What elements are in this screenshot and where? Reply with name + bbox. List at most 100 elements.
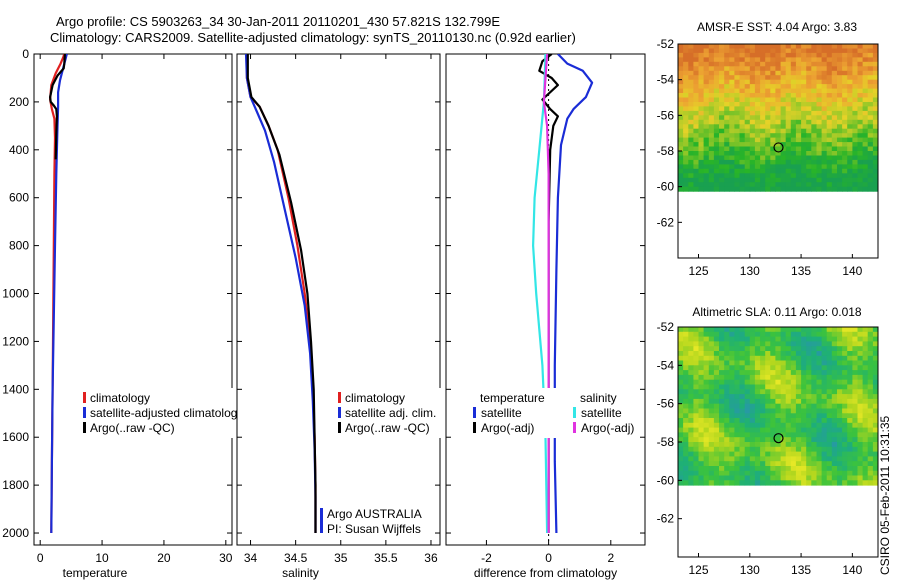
map-cell [811, 408, 817, 414]
map-cell [847, 70, 853, 76]
map-cell [678, 66, 684, 72]
map-cell [775, 475, 781, 481]
map-cell [744, 379, 751, 385]
map-cell [708, 137, 715, 143]
map-cell [708, 341, 715, 347]
map-cell [724, 422, 730, 429]
map-cell [801, 44, 807, 49]
map-cell [698, 408, 705, 414]
map-cell [754, 75, 761, 81]
map-cell [826, 327, 833, 333]
map-cell [678, 475, 684, 481]
map-cell [698, 128, 705, 134]
map-cell [826, 403, 833, 409]
map-cell [806, 413, 812, 419]
map-cell [852, 177, 858, 183]
map-cell [683, 355, 689, 362]
map-cell [780, 119, 787, 125]
map-cell [842, 177, 848, 183]
map-cell [837, 52, 843, 58]
map-cell [703, 88, 710, 94]
map-cell [837, 119, 843, 125]
map-cell [780, 389, 787, 395]
map-cell [816, 102, 823, 107]
temperature-legend-swatch [83, 407, 86, 418]
difference-axis-label: difference from climatology [474, 566, 617, 580]
map-cell [775, 480, 781, 486]
map-cell [713, 151, 720, 156]
map-cell [847, 128, 853, 134]
map-cell [693, 84, 699, 90]
map-cell [749, 413, 756, 419]
map-cell [852, 437, 858, 443]
map-cell [770, 52, 776, 58]
map-cell [724, 442, 730, 448]
map-cell [724, 84, 730, 90]
map-cell [831, 427, 838, 433]
map-cell [703, 480, 710, 486]
map-cell [760, 351, 766, 357]
map-cell [852, 142, 858, 148]
map-cell [683, 66, 689, 72]
map-cell [729, 384, 735, 390]
map-cell [862, 327, 869, 333]
map-cell [785, 384, 792, 390]
map-cell [857, 84, 864, 90]
map-cell [703, 384, 710, 390]
map-cell [785, 79, 792, 85]
map-cell [765, 66, 771, 72]
map-cell [713, 360, 720, 366]
map-cell [816, 182, 823, 188]
map-cell [770, 432, 776, 438]
map-ytick-label: -60 [657, 473, 675, 487]
map-cell [698, 456, 705, 462]
map-cell [760, 398, 766, 405]
map-cell [765, 75, 771, 81]
map-cell [703, 456, 710, 462]
map-cell [857, 461, 864, 467]
map-cell [770, 128, 776, 134]
map-cell [703, 418, 710, 424]
map-cell [770, 470, 776, 477]
map-cell [857, 360, 864, 366]
map-cell [811, 93, 817, 98]
map-cell [708, 164, 715, 170]
map-cell [729, 389, 735, 395]
map-cell [806, 427, 812, 433]
map-cell [693, 446, 699, 453]
map-cell [847, 177, 853, 183]
map-cell [688, 44, 694, 49]
map-cell [760, 341, 766, 347]
map-cell [678, 155, 684, 161]
map-cell [749, 84, 756, 90]
map-cell [678, 119, 684, 125]
map-cell [806, 44, 812, 49]
map-cell [678, 346, 684, 352]
map-cell [790, 451, 797, 457]
map-cell [780, 173, 787, 179]
map-cell [806, 137, 812, 143]
map-cell [754, 110, 761, 116]
map-cell [688, 110, 694, 116]
map-cell [729, 379, 735, 385]
map-cell [831, 182, 838, 188]
map-cell [739, 374, 746, 381]
depth-tick-label: 200 [9, 95, 29, 109]
map-cell [790, 115, 797, 121]
map-cell [698, 360, 705, 366]
map-cell [713, 182, 720, 188]
map-cell [749, 79, 756, 85]
map-cell [698, 442, 705, 448]
map-cell [811, 61, 817, 67]
map-cell [857, 480, 864, 486]
map-cell [719, 351, 725, 357]
map-cell [775, 331, 781, 338]
map-cell [724, 331, 730, 338]
map-cell [698, 398, 705, 405]
map-cell [872, 70, 879, 76]
map-cell [801, 102, 807, 107]
map-cell [847, 106, 853, 112]
map-cell [801, 88, 807, 94]
map-cell [749, 374, 756, 381]
map-cell [683, 52, 689, 58]
